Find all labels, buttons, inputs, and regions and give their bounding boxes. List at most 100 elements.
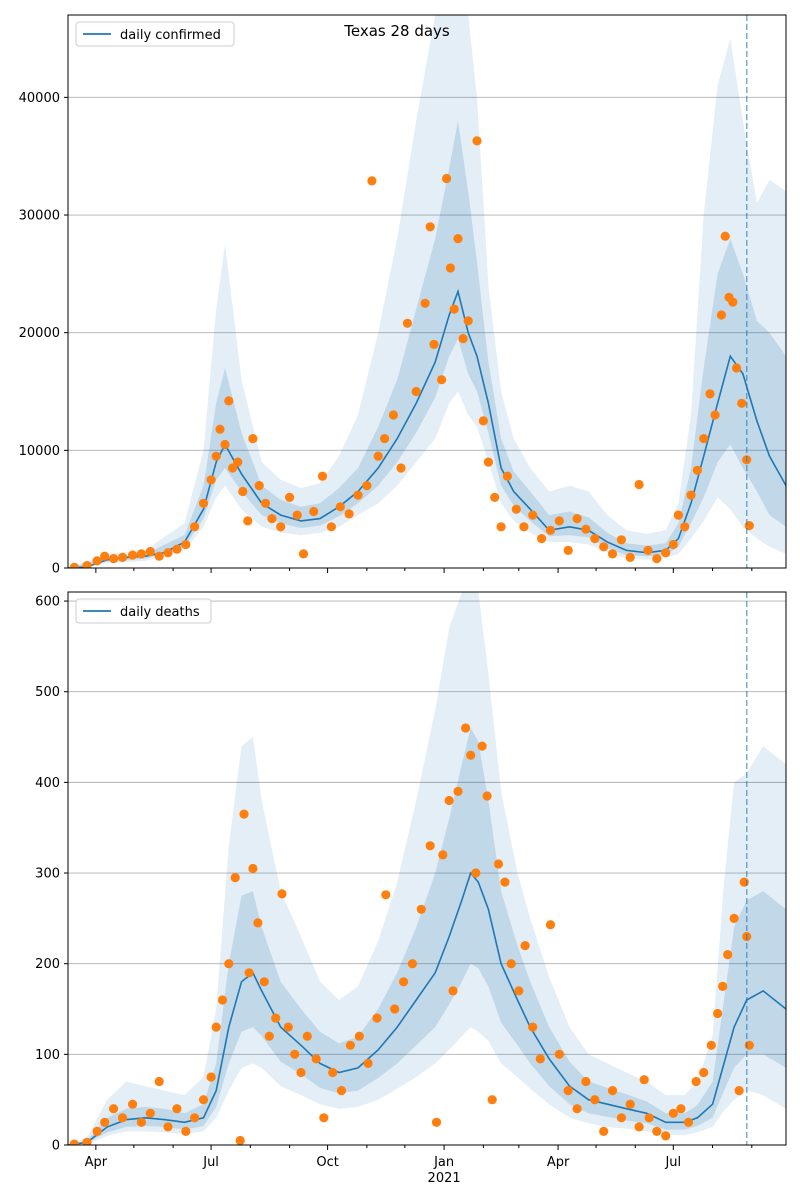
observed-point <box>699 434 709 444</box>
observed-point <box>345 1040 355 1050</box>
observed-point <box>438 850 448 860</box>
observed-point <box>172 544 182 554</box>
observed-point <box>198 1095 209 1105</box>
observed-point <box>466 750 476 760</box>
observed-point <box>643 545 653 556</box>
legend-box <box>75 21 235 47</box>
observed-point <box>260 498 271 508</box>
observed-point <box>661 1131 671 1141</box>
x-tick-label: Oct <box>316 1155 338 1170</box>
observed-point <box>528 510 538 520</box>
observed-point <box>211 1022 221 1032</box>
observed-point <box>652 554 662 564</box>
observed-point <box>190 1113 200 1123</box>
observed-point <box>420 298 430 308</box>
observed-point <box>634 479 644 490</box>
observed-point <box>136 549 146 559</box>
observed-point <box>336 1086 347 1096</box>
observed-point <box>692 465 703 475</box>
observed-point <box>710 410 720 420</box>
observed-point <box>211 451 221 461</box>
observed-point <box>285 492 295 502</box>
observed-point <box>429 339 439 349</box>
observed-point <box>607 1086 618 1096</box>
observed-point <box>117 1113 128 1123</box>
observed-point <box>117 552 128 563</box>
observed-point <box>181 539 191 550</box>
observed-point <box>705 389 715 399</box>
x-tick-label: Apr <box>85 1155 108 1170</box>
observed-point <box>128 1099 138 1109</box>
observed-point <box>572 1104 582 1114</box>
observed-point <box>411 386 421 397</box>
observed-point <box>445 263 455 273</box>
observed-point <box>718 981 728 992</box>
observed-point <box>607 549 618 559</box>
observed-point <box>353 490 363 500</box>
y-tick-label: 0 <box>52 1139 60 1154</box>
observed-point <box>625 1099 635 1109</box>
observed-point <box>224 959 234 969</box>
observed-point <box>461 723 471 733</box>
observed-point <box>363 1058 373 1068</box>
observed-point <box>271 1013 281 1023</box>
observed-point <box>109 1104 119 1114</box>
y-tick-label: 0 <box>52 562 60 577</box>
observed-point <box>296 1067 306 1078</box>
observed-point <box>390 1004 400 1014</box>
y-tick-label: 100 <box>35 1048 60 1063</box>
observed-point <box>136 1117 146 1127</box>
observed-point <box>230 873 240 883</box>
observed-point <box>292 510 302 520</box>
observed-point <box>367 176 377 186</box>
observed-point <box>431 1117 442 1127</box>
observed-point <box>335 502 345 512</box>
observed-point <box>599 542 609 552</box>
x-tick-label: Apr <box>547 1155 570 1170</box>
observed-point <box>416 904 426 914</box>
observed-point <box>206 475 216 485</box>
observed-point <box>477 741 487 751</box>
observed-point <box>402 318 412 328</box>
observed-point <box>425 222 435 232</box>
observed-point <box>267 514 277 524</box>
observed-point <box>528 1022 538 1032</box>
observed-point <box>734 1086 744 1096</box>
observed-point <box>729 913 739 924</box>
observed-point <box>493 859 504 869</box>
model-line <box>68 288 786 568</box>
observed-point <box>487 1095 497 1105</box>
observed-point <box>644 1113 654 1123</box>
observed-point <box>506 959 516 969</box>
observed-point <box>206 1072 216 1082</box>
observed-point <box>276 522 286 532</box>
observed-point <box>673 510 684 520</box>
observed-point <box>399 977 409 987</box>
observed-point <box>458 334 468 344</box>
legend: daily deaths <box>75 598 212 624</box>
observed-point <box>463 316 473 326</box>
observed-point <box>283 1022 293 1032</box>
observed-point <box>482 791 492 801</box>
x-axis-labels: Apr Jul Oct Jan Apr Jul 2021 <box>85 1155 682 1186</box>
observed-point <box>172 1104 182 1114</box>
observed-point <box>478 416 488 426</box>
observed-point <box>381 890 391 900</box>
observed-point <box>545 920 556 930</box>
observed-point <box>616 535 627 545</box>
plot-area <box>68 592 786 1145</box>
observed-point <box>502 471 512 481</box>
y-tick-label: 200 <box>35 957 60 972</box>
y-tick-label: 400 <box>35 776 60 791</box>
legend: daily confirmed <box>75 21 235 47</box>
observed-point <box>243 516 253 526</box>
observed-point <box>563 545 573 556</box>
observed-point <box>519 522 529 532</box>
observed-point <box>253 918 263 928</box>
observed-point <box>728 297 738 307</box>
y-tick-label: 30000 <box>19 209 60 224</box>
observed-point <box>590 534 600 544</box>
observed-point <box>545 525 556 535</box>
observed-point <box>668 539 678 550</box>
